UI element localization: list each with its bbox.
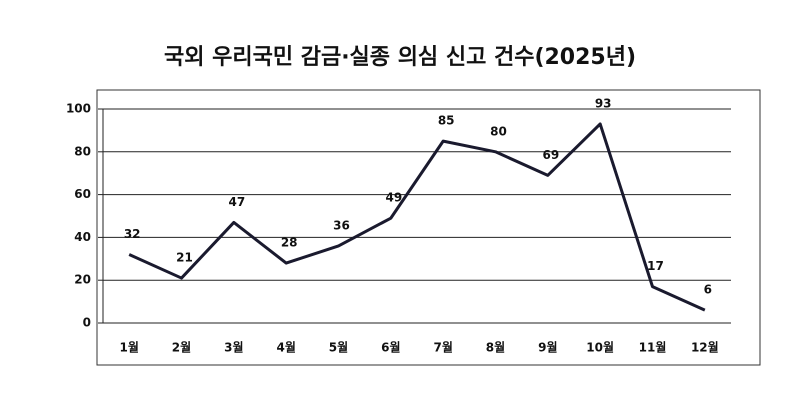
data-label: 85 <box>438 114 455 128</box>
y-tick-label: 20 <box>74 273 91 287</box>
data-label: 32 <box>124 227 141 241</box>
x-tick-label: 1월 <box>119 340 138 355</box>
x-tick-label: 3월 <box>224 340 243 355</box>
x-tick-label: 9월 <box>538 340 557 355</box>
data-line <box>128 122 706 312</box>
x-tick-label: 2월 <box>172 340 191 355</box>
x-tick-label: 12월 <box>691 340 719 355</box>
x-tick-label: 6월 <box>381 340 400 355</box>
x-tick-label: 8월 <box>486 340 505 355</box>
y-tick-label: 80 <box>74 144 91 158</box>
data-label: 93 <box>595 96 612 110</box>
x-tick-label: 10월 <box>586 340 614 355</box>
x-tick-label: 7월 <box>433 340 452 355</box>
y-tick-label: 60 <box>74 187 91 201</box>
data-label: 6 <box>704 283 712 297</box>
y-tick-label: 100 <box>66 102 91 116</box>
x-tick-label: 4월 <box>276 340 295 355</box>
chart-title: 국외 우리국민 감금·실종 의심 신고 건수(2025년) <box>164 45 636 70</box>
y-tick-label: 40 <box>74 230 91 244</box>
y-tick-label: 0 <box>83 316 91 330</box>
data-label: 49 <box>385 191 402 205</box>
data-label: 36 <box>333 218 350 232</box>
data-label: 21 <box>176 251 193 265</box>
data-label: 69 <box>542 148 559 162</box>
chart-frame <box>96 89 761 366</box>
data-label: 28 <box>281 236 298 250</box>
data-label: 17 <box>647 259 664 273</box>
data-label: 80 <box>490 124 507 138</box>
x-tick-label: 5월 <box>329 340 348 355</box>
x-tick-label: 11월 <box>639 340 667 355</box>
data-label: 47 <box>228 195 245 209</box>
